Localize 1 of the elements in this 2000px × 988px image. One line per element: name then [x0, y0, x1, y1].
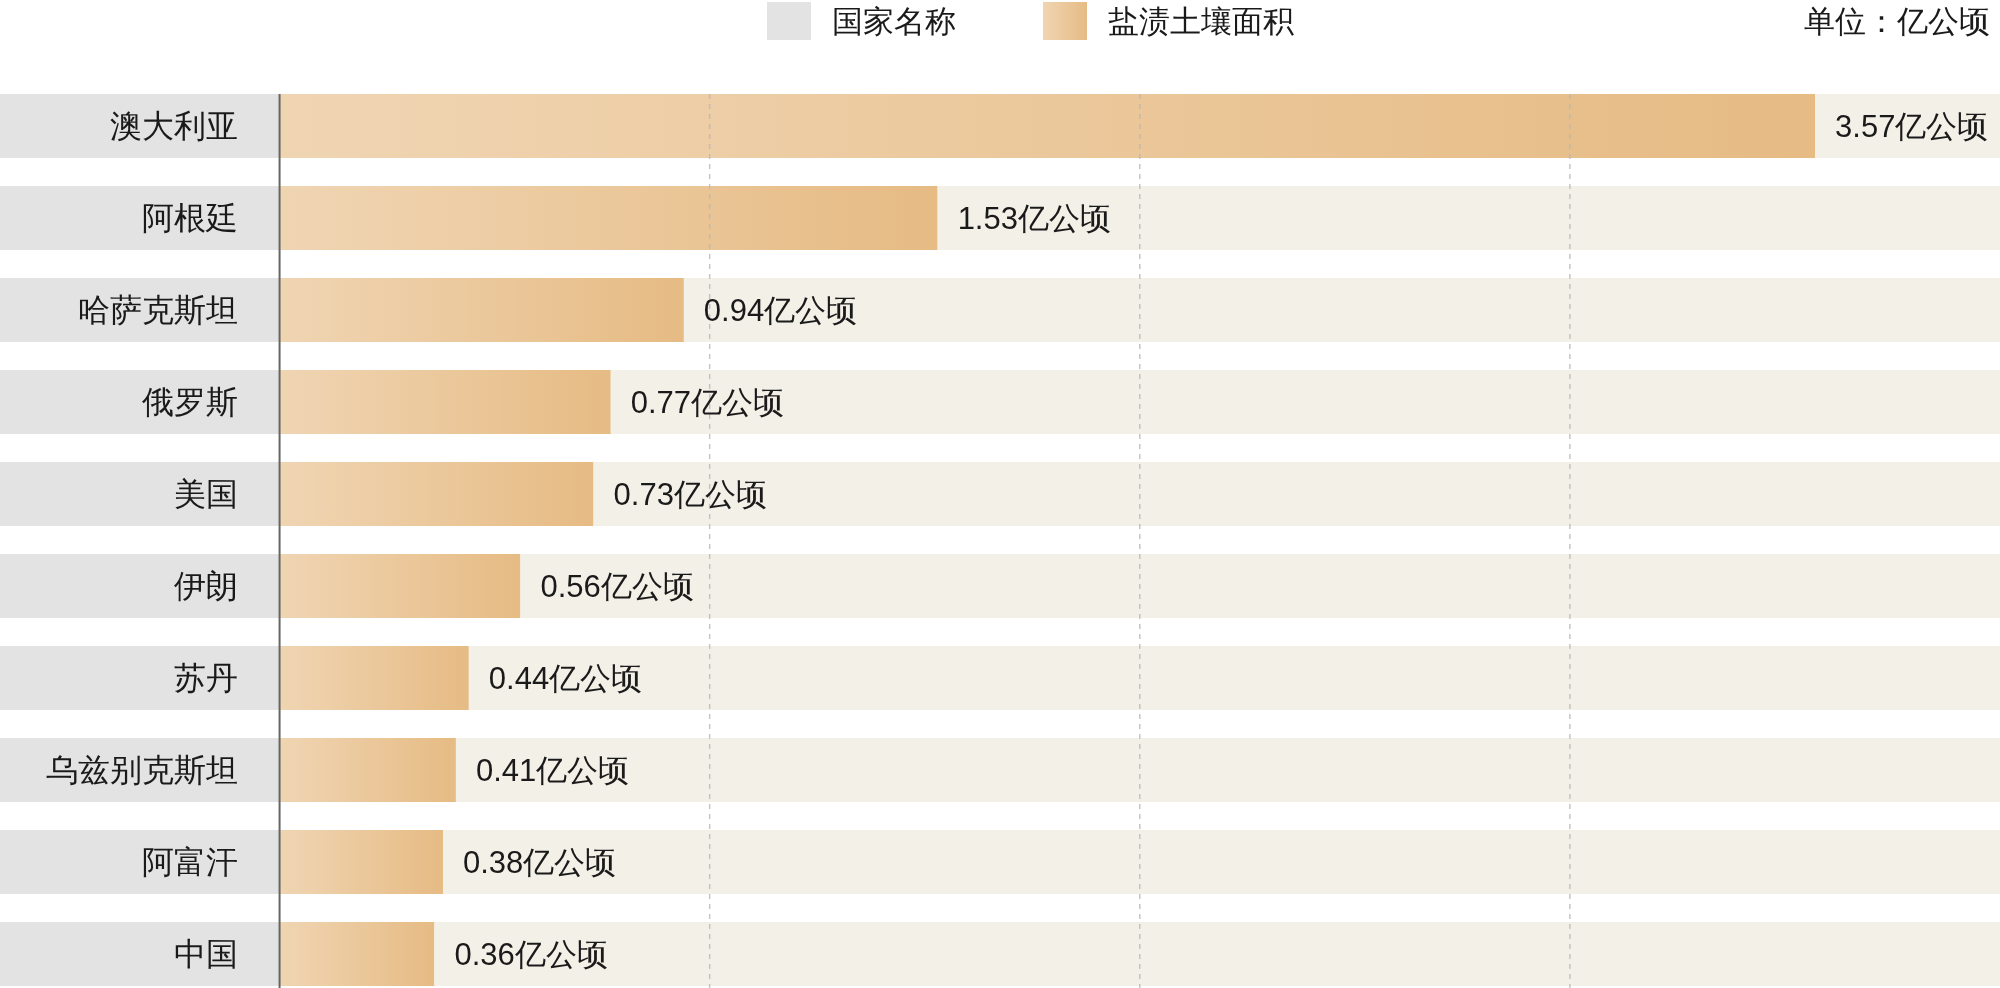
annotation: 单位：亿公顷	[1804, 3, 1990, 39]
